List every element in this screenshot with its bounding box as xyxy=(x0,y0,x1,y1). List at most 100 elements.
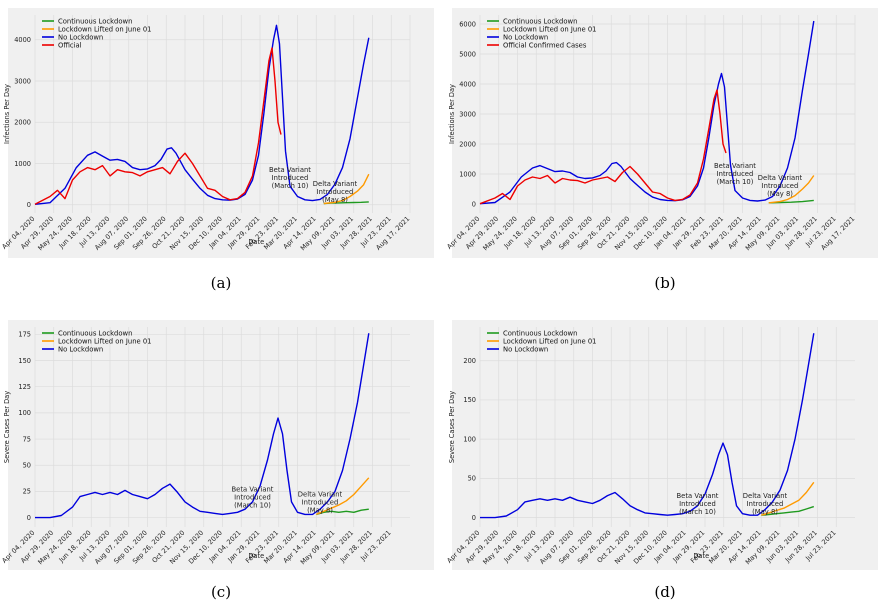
legend-entry: Official xyxy=(58,41,82,49)
series-line-official-confirmed-cases xyxy=(479,89,727,205)
series-line-continuous-lockdown xyxy=(761,505,815,516)
x-axis-label: Date xyxy=(248,238,264,246)
panel-background xyxy=(452,8,878,258)
annotation-line: Delta Variant xyxy=(743,492,788,500)
legend-entry: Lockdown Lifted on June 01 xyxy=(58,25,152,33)
annotation-line: Introduced xyxy=(717,170,754,178)
y-tick-label: 3000 xyxy=(14,77,31,85)
annotation-line: (March 10) xyxy=(717,178,754,186)
legend-entry: Continuous Lockdown xyxy=(58,329,132,337)
panel-caption: (a) xyxy=(211,274,232,292)
y-tick-label: 4000 xyxy=(14,36,31,44)
y-axis-label: Infections Per Day xyxy=(448,84,456,144)
annotation-line: Beta Variant xyxy=(677,492,719,500)
panel-background xyxy=(8,8,434,258)
annotation-line: Introduced xyxy=(762,182,799,190)
annotation-line: Introduced xyxy=(302,499,339,507)
legend-entry: Continuous Lockdown xyxy=(58,17,132,25)
y-tick-label: 6000 xyxy=(459,20,476,28)
y-tick-label: 0 xyxy=(27,514,31,522)
annotation-line: (March 10) xyxy=(234,501,271,509)
annotation-line: Introduced xyxy=(234,493,271,501)
annotation-line: (May 8) xyxy=(752,508,778,516)
y-tick-label: 3000 xyxy=(459,110,476,118)
annotation-line: Introduced xyxy=(317,188,354,196)
y-tick-label: 2000 xyxy=(14,119,31,127)
series-line-lockdown-lifted-on-june-01 xyxy=(323,173,370,205)
series-line-no-lockdown xyxy=(480,333,815,519)
annotation-line: Introduced xyxy=(747,500,784,508)
series-line-lockdown-lifted-on-june-01 xyxy=(761,481,815,516)
annotation-line: (March 10) xyxy=(679,508,716,516)
panel-caption: (d) xyxy=(654,583,675,601)
panel-background xyxy=(452,320,878,570)
annotation-line: Introduced xyxy=(272,174,309,182)
y-tick-label: 1000 xyxy=(14,160,31,168)
grid-lines xyxy=(34,327,410,527)
y-tick-label: 0 xyxy=(27,201,31,209)
y-tick-label: 100 xyxy=(463,435,476,443)
series-line-no-lockdown xyxy=(34,24,370,205)
annotation-line: (May 8) xyxy=(767,190,793,198)
annotation-line: Delta Variant xyxy=(758,174,803,182)
y-tick-label: 175 xyxy=(18,331,31,339)
y-tick-label: 25 xyxy=(23,488,31,496)
x-axis-label: Date xyxy=(248,552,264,560)
y-tick-label: 200 xyxy=(463,357,476,365)
annotation-line: (May 8) xyxy=(307,507,333,515)
y-tick-label: 150 xyxy=(463,396,476,404)
legend-entry: Lockdown Lifted on June 01 xyxy=(503,25,597,33)
series-line-lockdown-lifted-on-june-01 xyxy=(316,477,370,516)
y-tick-label: 75 xyxy=(23,435,31,443)
legend-entry: No Lockdown xyxy=(58,33,103,41)
annotation-line: Delta Variant xyxy=(298,491,343,499)
annotation-line: Beta Variant xyxy=(269,166,311,174)
y-tick-label: 4000 xyxy=(459,80,476,88)
legend-entry: No Lockdown xyxy=(58,345,103,353)
legend-entry: No Lockdown xyxy=(503,345,548,353)
y-tick-label: 150 xyxy=(18,357,31,365)
y-tick-label: 50 xyxy=(468,475,476,483)
legend-entry: Official Confirmed Cases xyxy=(503,41,587,49)
series-line-no-lockdown xyxy=(35,333,370,519)
series-line-official xyxy=(34,47,282,205)
y-axis-label: Severe Cases Per Day xyxy=(3,391,11,463)
annotation-line: Delta Variant xyxy=(313,180,358,188)
grid-lines xyxy=(479,327,855,527)
y-tick-label: 100 xyxy=(18,409,31,417)
y-tick-label: 5000 xyxy=(459,50,476,58)
legend-entry: Lockdown Lifted on June 01 xyxy=(58,337,152,345)
series-line-lockdown-lifted-on-june-01 xyxy=(768,175,815,204)
legend-entry: No Lockdown xyxy=(503,33,548,41)
panel-background xyxy=(8,320,434,570)
legend-entry: Continuous Lockdown xyxy=(503,17,577,25)
annotation-line: Beta Variant xyxy=(232,485,274,493)
annotation-line: (May 8) xyxy=(322,196,348,204)
y-tick-label: 125 xyxy=(18,383,31,391)
series-line-no-lockdown xyxy=(479,20,815,205)
y-axis-label: Infections Per Day xyxy=(3,84,11,144)
series-line-continuous-lockdown xyxy=(316,508,369,516)
panel-caption: (c) xyxy=(211,583,231,601)
panel-caption: (b) xyxy=(654,274,675,292)
grid-lines xyxy=(34,15,411,213)
x-axis-label: Date xyxy=(693,552,709,560)
annotation-line: Introduced xyxy=(679,500,716,508)
y-tick-label: 1000 xyxy=(459,170,476,178)
